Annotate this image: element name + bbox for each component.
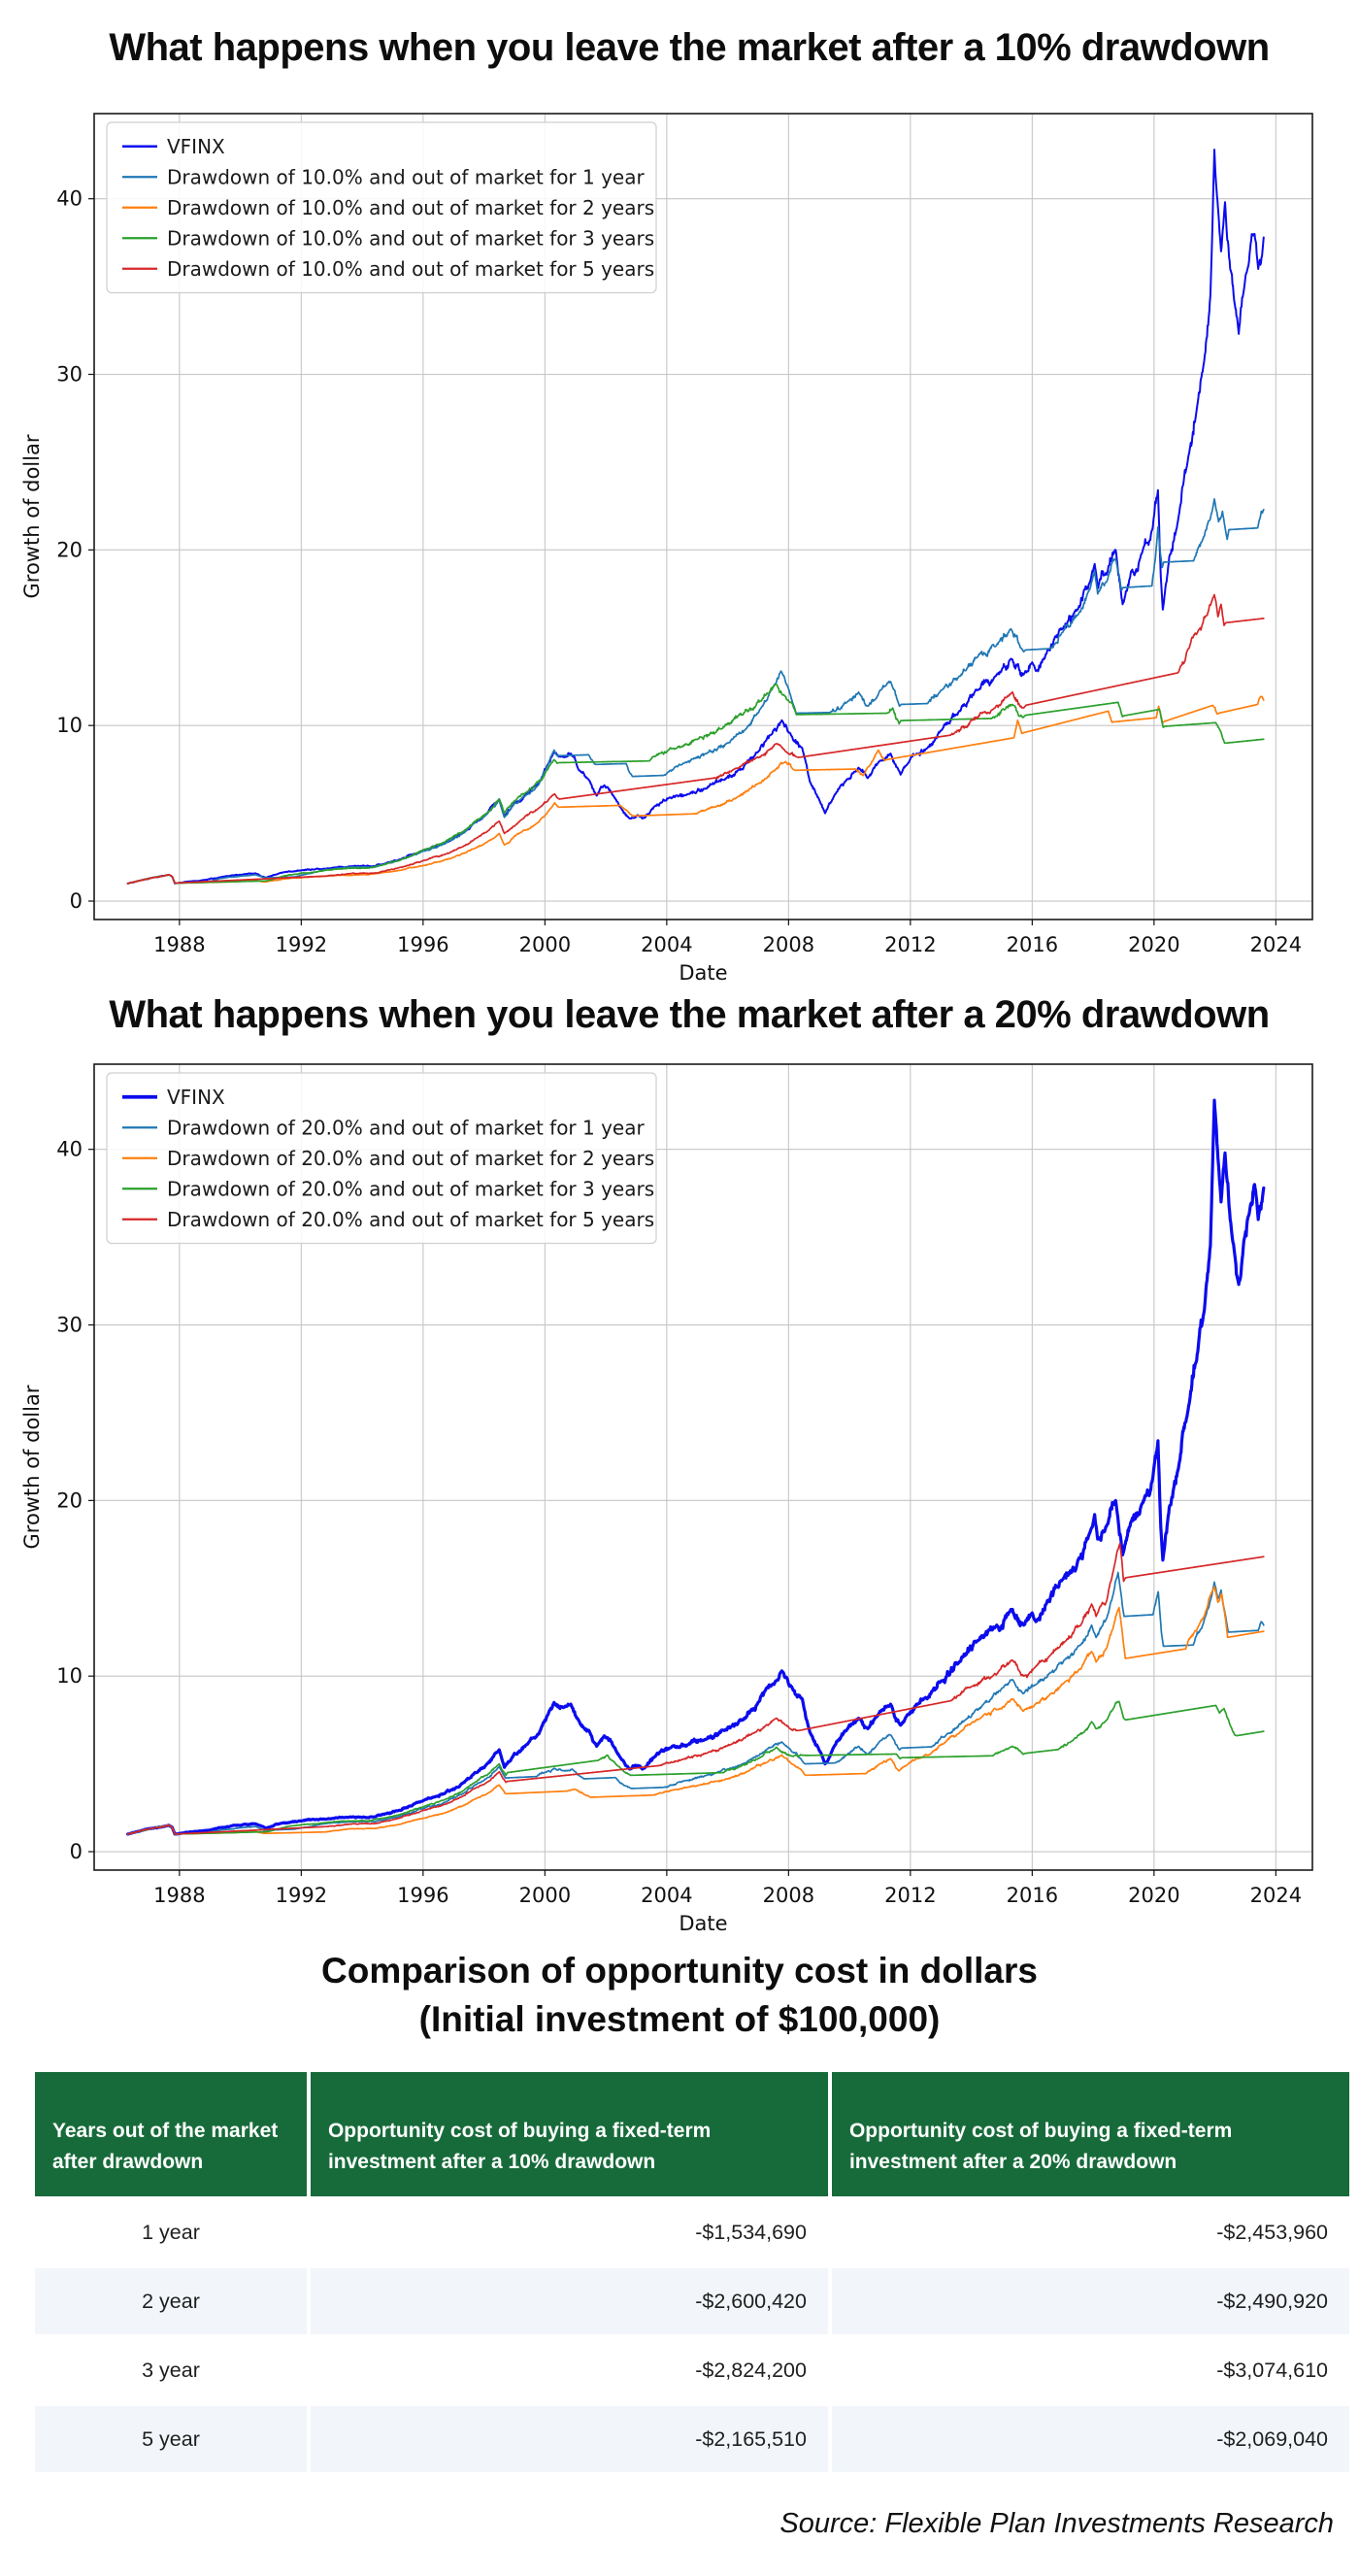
plot-border bbox=[93, 1063, 1313, 1871]
y-tick-label: 0 bbox=[70, 889, 83, 913]
x-tick-label: 1988 bbox=[153, 1884, 205, 1907]
legend-label: Drawdown of 20.0% and out of market for … bbox=[167, 1147, 654, 1170]
legend-label: VFINX bbox=[167, 1086, 225, 1109]
chart-2: What happens when you leave the market a… bbox=[20, 993, 1313, 1935]
cell-years: 1 year bbox=[35, 2199, 307, 2265]
series-group bbox=[126, 149, 1265, 885]
cell-cost-10: -$2,165,510 bbox=[310, 2406, 828, 2472]
table-row: 2 year -$2,600,420 -$2,490,920 bbox=[35, 2268, 1349, 2334]
x-tick-label: 2008 bbox=[763, 933, 814, 956]
y-axis-label: Growth of dollar bbox=[20, 434, 44, 598]
cell-years: 2 year bbox=[35, 2268, 307, 2334]
x-tick-label: 2000 bbox=[519, 1884, 571, 1907]
legend-label: Drawdown of 10.0% and out of market for … bbox=[167, 257, 654, 281]
x-tick-label: 2024 bbox=[1250, 933, 1302, 956]
x-tick-label: 2024 bbox=[1250, 1884, 1302, 1907]
source-note: Source: Flexible Plan Investments Resear… bbox=[779, 2508, 1334, 2539]
legend-label: Drawdown of 20.0% and out of market for … bbox=[167, 1116, 645, 1139]
y-tick-label: 20 bbox=[56, 538, 83, 561]
table-row: 3 year -$2,824,200 -$3,074,610 bbox=[35, 2337, 1349, 2403]
plot-border bbox=[93, 113, 1313, 920]
col-header-cost-10: Opportunity cost of buying a fixed-term … bbox=[310, 2072, 828, 2196]
legend: VFINX Drawdown of 10.0% and out of market… bbox=[106, 121, 657, 294]
x-axis-label: Date bbox=[679, 961, 727, 985]
x-tick-label: 1988 bbox=[153, 933, 205, 956]
charts-canvas: What happens when you leave the market a… bbox=[20, 26, 1313, 1935]
x-tick-label: 2016 bbox=[1007, 933, 1058, 956]
col-header-years: Years out of the market after drawdown bbox=[35, 2072, 307, 2196]
cell-cost-10: -$1,534,690 bbox=[310, 2199, 828, 2265]
x-tick-label: 2020 bbox=[1128, 933, 1179, 956]
x-tick-label: 2004 bbox=[641, 933, 692, 956]
legend-label: Drawdown of 10.0% and out of market for … bbox=[167, 165, 645, 188]
y-tick-label: 30 bbox=[56, 1314, 83, 1337]
x-tick-label: 2012 bbox=[884, 933, 936, 956]
series-out-1yr bbox=[126, 1571, 1265, 1835]
y-tick-label: 10 bbox=[56, 1664, 83, 1688]
table-title-line2: (Initial investment of $100,000) bbox=[418, 1999, 941, 2039]
cell-cost-10: -$2,824,200 bbox=[310, 2337, 828, 2403]
table-row: 5 year -$2,165,510 -$2,069,040 bbox=[35, 2406, 1349, 2472]
chart-title: What happens when you leave the market a… bbox=[109, 993, 1269, 1036]
y-tick-label: 0 bbox=[70, 1840, 83, 1863]
axes: 1988 1992 1996 2000 2004 2008 2012 2016 2020 2024… bbox=[56, 187, 1302, 956]
series-out-3yr bbox=[126, 1700, 1265, 1835]
legend-label: Drawdown of 10.0% and out of market for … bbox=[167, 226, 654, 250]
comparison-section: Comparison of opportunity cost in dollar… bbox=[0, 1947, 1359, 2539]
col-header-cost-20: Opportunity cost of buying a fixed-term … bbox=[831, 2072, 1349, 2196]
series-out-2yr bbox=[126, 695, 1265, 885]
y-axis-label: Growth of dollar bbox=[20, 1385, 44, 1549]
series-out-4yr bbox=[126, 593, 1265, 885]
y-tick-label: 40 bbox=[56, 187, 83, 211]
x-tick-label: 1996 bbox=[397, 933, 448, 956]
gridlines bbox=[94, 114, 1312, 920]
cell-cost-20: -$2,490,920 bbox=[831, 2268, 1349, 2334]
x-axis-label: Date bbox=[679, 1912, 727, 1935]
cell-cost-20: -$2,453,960 bbox=[831, 2199, 1349, 2265]
series-group bbox=[125, 1098, 1266, 1836]
series-out-4yr bbox=[126, 1542, 1265, 1835]
legend: VFINX Drawdown of 20.0% and out of market… bbox=[106, 1072, 657, 1245]
legend-label: Drawdown of 20.0% and out of market for … bbox=[167, 1208, 654, 1231]
x-tick-label: 2020 bbox=[1128, 1884, 1179, 1907]
legend-box bbox=[106, 1072, 657, 1245]
series-vfinx bbox=[126, 149, 1265, 885]
chart-1: What happens when you leave the market a… bbox=[20, 26, 1313, 985]
cell-years: 5 year bbox=[35, 2406, 307, 2472]
cell-years: 3 year bbox=[35, 2337, 307, 2403]
comparison-table: Years out of the market after drawdown O… bbox=[31, 2069, 1353, 2475]
x-tick-label: 2004 bbox=[641, 1884, 692, 1907]
y-tick-label: 40 bbox=[56, 1138, 83, 1161]
y-tick-label: 30 bbox=[56, 363, 83, 386]
x-tick-label: 2000 bbox=[519, 933, 571, 956]
x-tick-label: 2012 bbox=[884, 1884, 936, 1907]
legend-label: VFINX bbox=[167, 135, 225, 158]
y-tick-label: 10 bbox=[56, 714, 83, 737]
x-tick-label: 2008 bbox=[763, 1884, 814, 1907]
cell-cost-20: -$2,069,040 bbox=[831, 2406, 1349, 2472]
chart-title: What happens when you leave the market a… bbox=[109, 26, 1269, 69]
series-vfinx bbox=[125, 1098, 1266, 1836]
cell-cost-10: -$2,600,420 bbox=[310, 2268, 828, 2334]
legend-label: Drawdown of 20.0% and out of market for … bbox=[167, 1177, 654, 1200]
legend-box bbox=[106, 121, 657, 294]
series-out-2yr bbox=[126, 1586, 1265, 1835]
legend-label: Drawdown of 10.0% and out of market for … bbox=[167, 196, 654, 219]
x-tick-label: 1992 bbox=[276, 1884, 327, 1907]
table-title-line1: Comparison of opportunity cost in dollar… bbox=[321, 1951, 1038, 1991]
y-tick-label: 20 bbox=[56, 1489, 83, 1512]
x-tick-label: 2016 bbox=[1007, 1884, 1058, 1907]
x-tick-label: 1996 bbox=[397, 1884, 448, 1907]
x-tick-label: 1992 bbox=[276, 933, 327, 956]
cell-cost-20: -$3,074,610 bbox=[831, 2337, 1349, 2403]
table-row: 1 year -$1,534,690 -$2,453,960 bbox=[35, 2199, 1349, 2265]
series-out-3yr bbox=[126, 683, 1265, 885]
axes: 1988 1992 1996 2000 2004 2008 2012 2016 2020 2024… bbox=[56, 1138, 1302, 1907]
table-header-row: Years out of the market after drawdown O… bbox=[35, 2072, 1349, 2196]
